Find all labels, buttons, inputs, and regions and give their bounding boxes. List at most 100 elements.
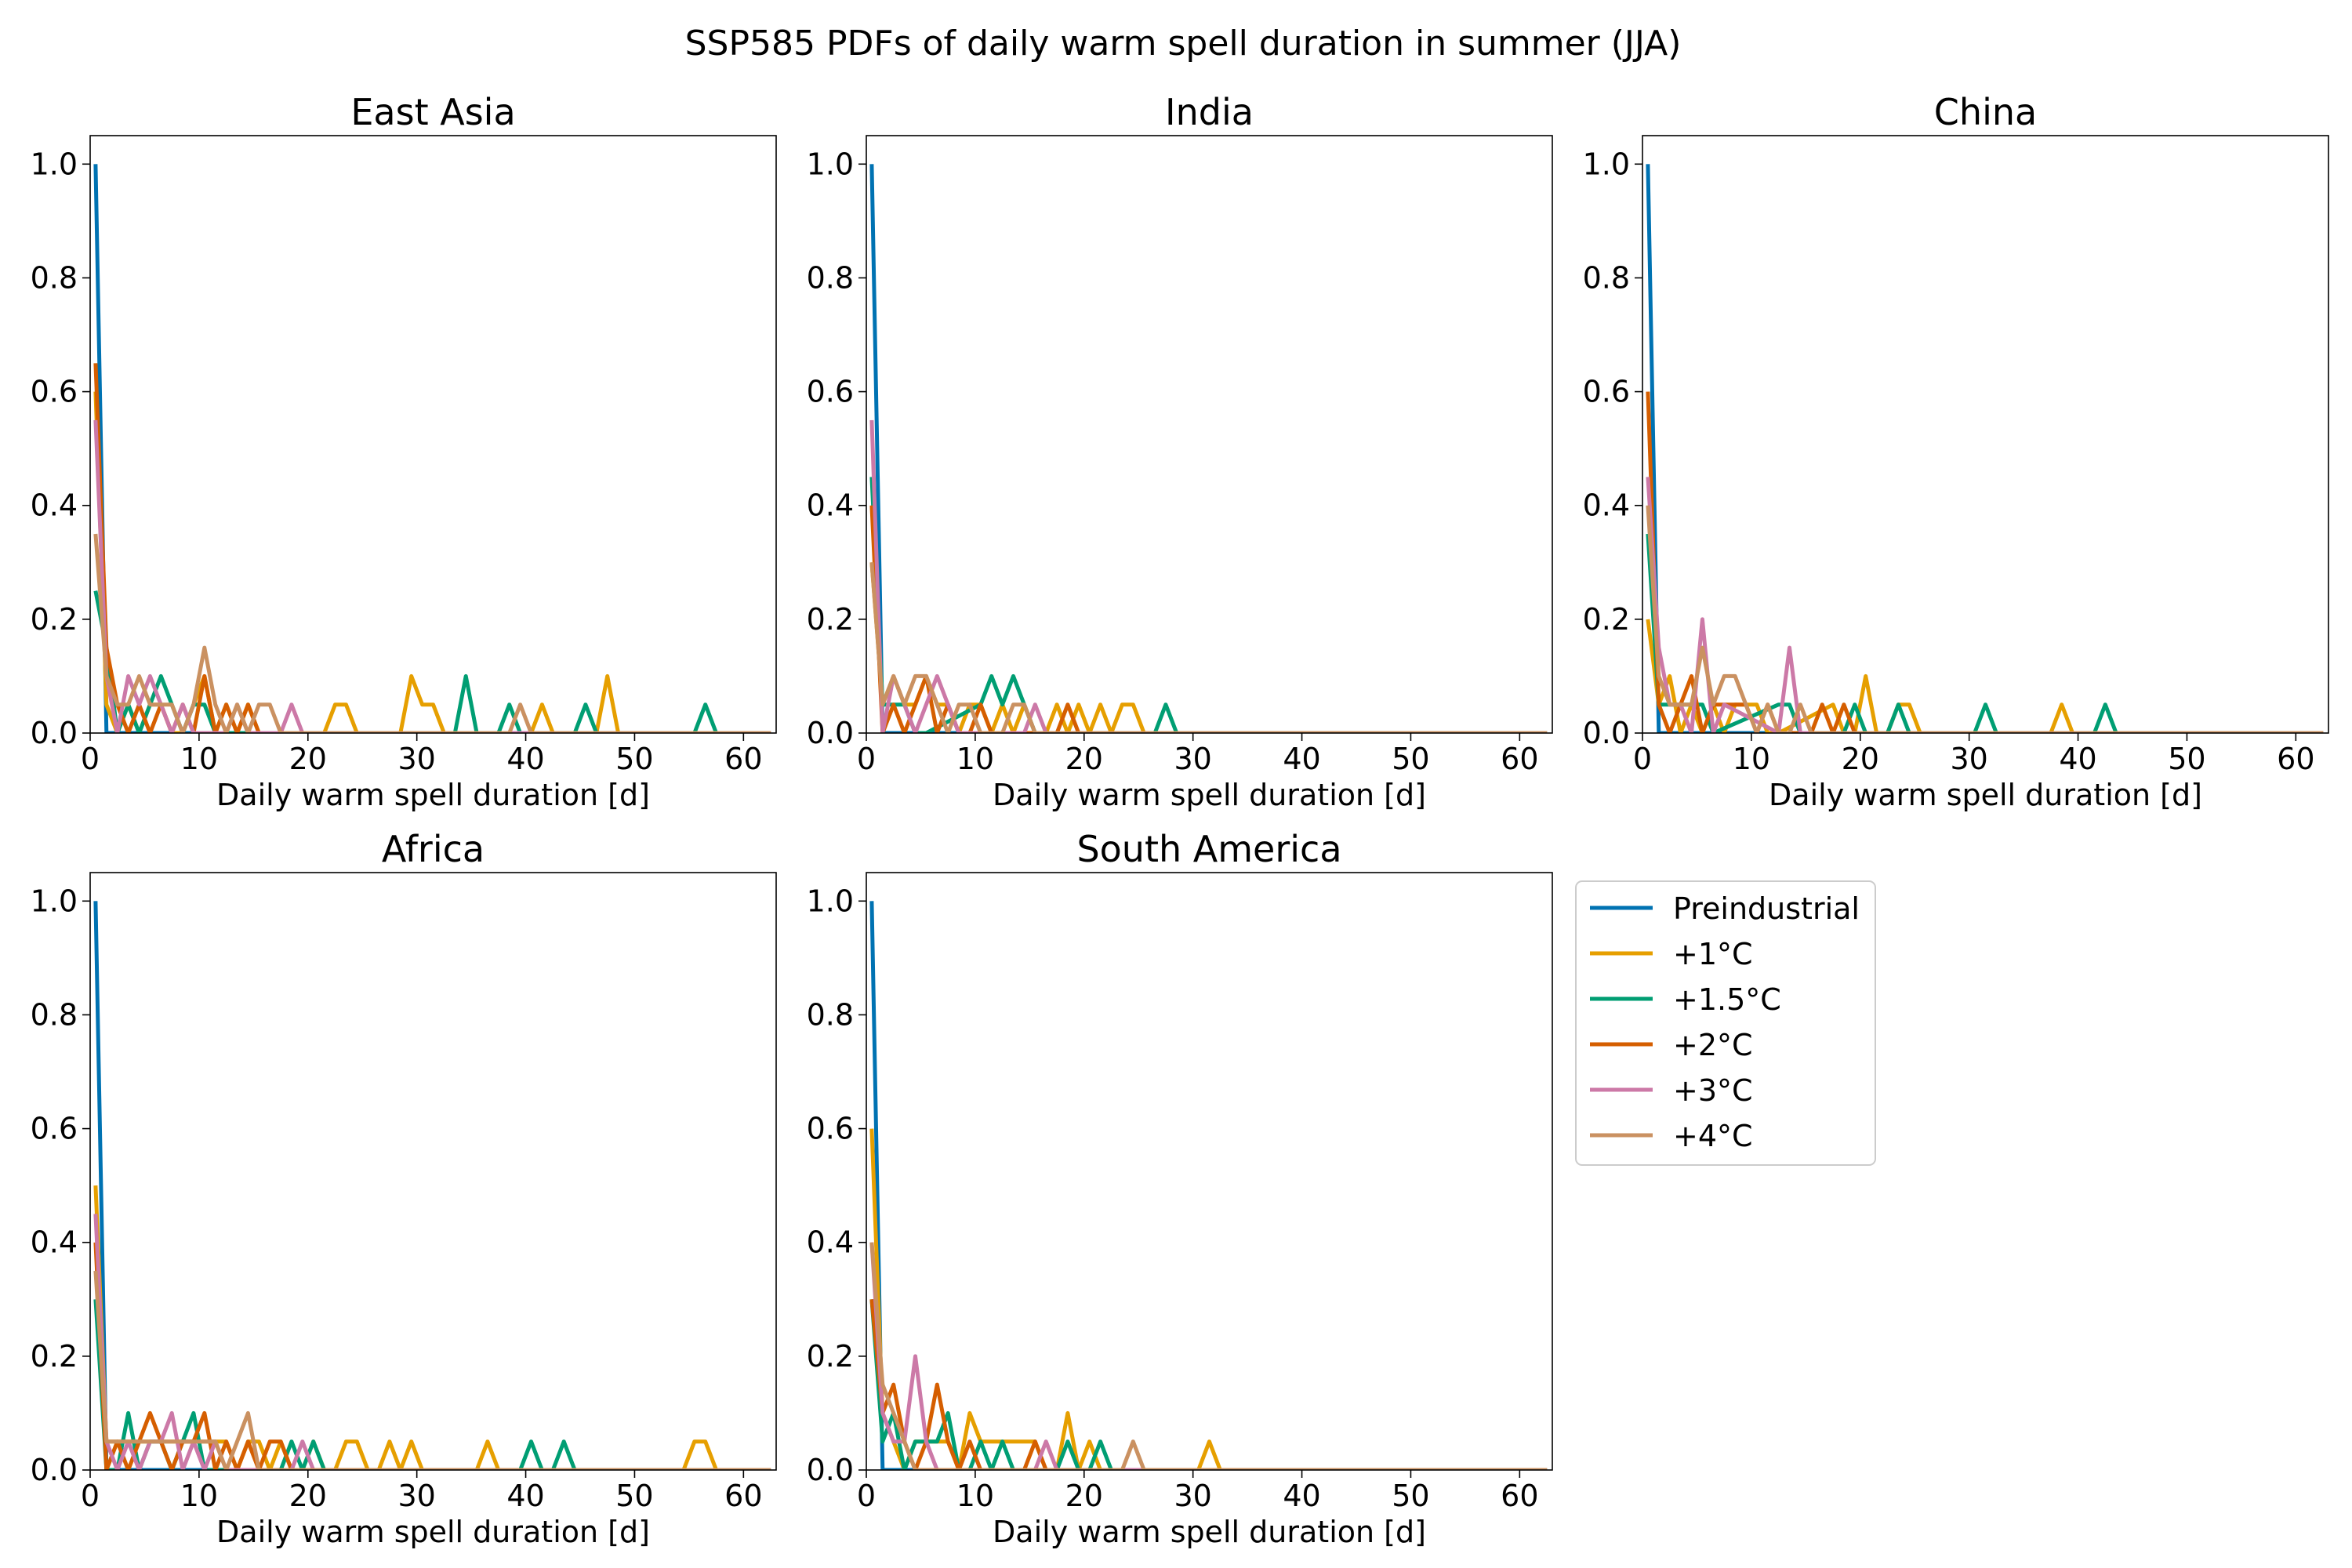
y-tick-label: 0.2: [1583, 602, 1630, 637]
y-tick-label: 0.4: [807, 1225, 854, 1260]
series-line-plus-3c: [869, 1242, 1548, 1470]
x-tick-label: 40: [1283, 1479, 1320, 1513]
y-tick-label: 0.0: [807, 716, 854, 750]
x-tick-label: 20: [289, 742, 327, 776]
y-tick-label: 0.8: [31, 997, 78, 1032]
legend-entry: +1°C: [1590, 937, 1753, 971]
series-group: [869, 901, 1548, 1470]
x-tick-label: 0: [857, 742, 876, 776]
y-tick-label: 1.0: [807, 884, 854, 918]
x-tick-label: 30: [397, 742, 435, 776]
x-tick-label: 20: [1842, 742, 1879, 776]
y-tick-label: 0.8: [1583, 260, 1630, 295]
axes-frame: [866, 872, 1553, 1471]
legend-entry: +1.5°C: [1590, 982, 1781, 1017]
panel-title: South America: [1076, 828, 1341, 870]
series-line-plus-2c: [869, 505, 1548, 733]
x-tick-label: 60: [1501, 742, 1538, 776]
y-tick-label: 0.2: [31, 1339, 78, 1374]
legend: Preindustrial +1°C +1.5°C +2°C +3°C +4°C: [1575, 880, 1876, 1166]
x-tick-label: 60: [724, 1479, 762, 1513]
x-tick-label: 60: [724, 742, 762, 776]
x-tick-label: 10: [956, 1479, 994, 1513]
y-tick-label: 0.2: [807, 1339, 854, 1374]
y-tick-label: 0.2: [807, 602, 854, 637]
x-tick-label: 30: [1174, 1479, 1211, 1513]
y-tick-label: 0.0: [31, 1453, 78, 1487]
x-tick-label: 10: [956, 742, 994, 776]
y-tick-label: 0.6: [31, 375, 78, 409]
legend-entry: Preindustrial: [1590, 891, 1860, 926]
panel-india: 0 10 20 30 40 50 60 0.0 0.2 0.4 0.6 0.8 1.0 India Dail…: [807, 91, 1553, 812]
series-line-plus-1-5c: [869, 477, 1548, 733]
x-tick-label: 20: [289, 1479, 327, 1513]
x-tick-label: 50: [2168, 742, 2205, 776]
x-axis-label: Daily warm spell duration [d]: [993, 778, 1426, 812]
y-tick-label: 0.2: [31, 602, 78, 637]
x-axis-label: Daily warm spell duration [d]: [1769, 778, 2202, 812]
series-group: [1646, 164, 2324, 733]
y-tick-label: 1.0: [31, 147, 78, 181]
y-tick-label: 0.0: [1583, 716, 1630, 750]
series-line-plus-4c: [93, 1270, 771, 1470]
panel-title: China: [1934, 91, 2037, 133]
legend-label: +1.5°C: [1673, 982, 1781, 1017]
x-axis-label: Daily warm spell duration [d]: [216, 1515, 650, 1549]
x-tick-label: 30: [397, 1479, 435, 1513]
x-tick-label: 0: [857, 1479, 876, 1513]
series-line-plus-4c: [1646, 505, 2324, 733]
series-line-preindustrial: [1646, 164, 2324, 733]
panel-south-america: 0 10 20 30 40 50 60 0.0 0.2 0.4 0.6 0.8 1.0 South Ame…: [807, 828, 1553, 1549]
x-tick-label: 0: [81, 1479, 100, 1513]
panel-title: East Asia: [350, 91, 515, 133]
x-tick-label: 50: [1392, 742, 1429, 776]
legend-label: +3°C: [1673, 1073, 1753, 1108]
x-axis-label: Daily warm spell duration [d]: [993, 1515, 1426, 1549]
x-tick-label: 10: [180, 1479, 218, 1513]
y-tick-label: 0.0: [31, 716, 78, 750]
x-tick-label: 50: [615, 742, 653, 776]
axes-frame: [89, 872, 777, 1471]
y-tick-label: 0.4: [807, 488, 854, 523]
y-tick-label: 0.6: [807, 375, 854, 409]
x-tick-label: 50: [1392, 1479, 1429, 1513]
panel-china: 0 10 20 30 40 50 60 0.0 0.2 0.4 0.6 0.8 1.0 China Dail…: [1583, 91, 2329, 812]
panel-title: India: [1165, 91, 1254, 133]
y-tick-label: 0.6: [807, 1112, 854, 1146]
x-tick-label: 10: [180, 742, 218, 776]
series-line-plus-2c: [869, 1299, 1548, 1470]
y-tick-label: 1.0: [31, 884, 78, 918]
panels: 0 10 20 30 40 50 60 0.0 0.2 0.4 0.6 0.8 1.0 East Asia…: [31, 91, 2329, 1549]
x-tick-label: 60: [2277, 742, 2314, 776]
x-tick-label: 30: [1174, 742, 1211, 776]
x-tick-label: 0: [81, 742, 100, 776]
figure-title: SSP585 PDFs of daily warm spell duration…: [685, 24, 1682, 64]
y-tick-label: 0.6: [1583, 375, 1630, 409]
series-line-preindustrial: [93, 901, 771, 1470]
panel-east-asia: 0 10 20 30 40 50 60 0.0 0.2 0.4 0.6 0.8 1.0 East Asia…: [31, 91, 777, 812]
y-tick-label: 0.4: [31, 1225, 78, 1260]
panel-title: Africa: [382, 828, 485, 870]
series-line-plus-4c: [869, 562, 1548, 733]
legend-entry: +4°C: [1590, 1119, 1753, 1153]
legend-entry: +3°C: [1590, 1073, 1753, 1108]
legend-label: +1°C: [1673, 937, 1753, 971]
y-tick-label: 0.8: [31, 260, 78, 295]
series-line-preindustrial: [93, 164, 771, 733]
series-line-preindustrial: [869, 164, 1548, 733]
x-tick-label: 40: [506, 742, 544, 776]
x-tick-label: 10: [1733, 742, 1770, 776]
legend-label: +2°C: [1673, 1028, 1753, 1062]
legend-label: Preindustrial: [1673, 891, 1860, 926]
y-tick-label: 0.4: [31, 488, 78, 523]
x-tick-label: 40: [506, 1479, 544, 1513]
x-tick-label: 50: [615, 1479, 653, 1513]
x-axis-label: Daily warm spell duration [d]: [216, 778, 650, 812]
series-line-plus-4c: [93, 533, 771, 733]
legend-label: +4°C: [1673, 1119, 1753, 1153]
axes-frame: [866, 135, 1553, 734]
x-tick-label: 0: [1633, 742, 1652, 776]
axes-frame: [1642, 135, 2329, 734]
